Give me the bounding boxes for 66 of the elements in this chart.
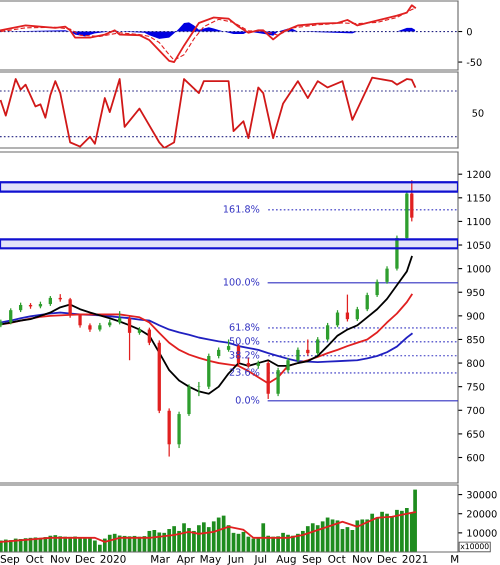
candlestick (128, 316, 132, 361)
y-tick-label: 0 (466, 28, 472, 36)
y-tick-label: 800 (466, 360, 484, 367)
y-tick-label: 1100 (467, 218, 490, 226)
y-tick-label: 600 (467, 454, 484, 462)
annotation: 61.8% (230, 323, 260, 331)
x-tick-label: 2021 (402, 554, 428, 563)
candlestick (326, 322, 330, 342)
x-tick-label: Sep (302, 554, 322, 565)
x-tick-label: Mar (151, 555, 170, 563)
candlestick (217, 346, 220, 359)
annotation: 50.0% (230, 337, 260, 345)
x-tick-label: Jun (227, 555, 244, 565)
candlestick (276, 367, 280, 397)
x-tick-label: Dec (378, 555, 396, 563)
x-tick-label: Apr (176, 555, 195, 565)
y-tick-label: 30000 (467, 491, 497, 498)
candlestick (118, 310, 122, 325)
candlestick (316, 336, 320, 356)
x-tick-label: Sep (0, 554, 20, 565)
line-series (0, 511, 416, 543)
y-tick-label: 700 (467, 406, 484, 414)
candlestick (385, 266, 389, 284)
candlestick (9, 308, 12, 325)
x-tick-label: Oct (328, 554, 346, 563)
x-tick-label: M (451, 555, 458, 563)
x-tick-label: Dec (76, 555, 94, 563)
y-tick-label: 900 (466, 312, 484, 320)
line-series (0, 256, 413, 395)
text: 50 (472, 109, 484, 117)
annotation: 100.0% (224, 278, 260, 286)
y-tick-label: 20000 (467, 510, 497, 518)
bar (413, 490, 417, 552)
x-tick-label: 2020 (100, 554, 126, 563)
x-tick-label: Nov (353, 555, 372, 563)
annotation: 161.8% (224, 205, 260, 213)
candlestick (18, 302, 22, 313)
y-tick-label: -50 (466, 58, 482, 66)
candlestick (48, 295, 52, 307)
y-tick-label: 1150 (467, 194, 490, 202)
x-tick-label: Oct (26, 554, 44, 563)
candlestick (78, 312, 82, 328)
candlestick (366, 292, 369, 312)
y-tick-label: 750 (467, 383, 484, 391)
annotation: 0.0% (236, 396, 260, 404)
candlestick (356, 306, 359, 322)
y-tick-label: 1050 (467, 242, 490, 249)
x-tick-label: May (200, 555, 221, 565)
x-tick-label: Jul (254, 554, 266, 565)
candlestick (226, 338, 230, 352)
y-tick-label: 1200 (467, 170, 490, 178)
x-tick-label: Aug (276, 555, 296, 565)
candlestick (375, 278, 379, 298)
y-tick-label: 650 (467, 430, 484, 438)
y-tick-label: 1000 (467, 265, 490, 272)
candlestick (58, 294, 62, 302)
y-tick-label: 850 (466, 336, 484, 344)
candlestick (148, 327, 152, 346)
y-tick-label: 10000 (467, 529, 497, 537)
candlestick (346, 294, 350, 322)
candlestick (306, 338, 310, 356)
y-tick-label: 950 (466, 288, 484, 296)
x-tick-label: Nov (51, 555, 70, 563)
candlestick (336, 310, 340, 328)
candlestick (68, 297, 72, 318)
candlestick (286, 357, 290, 374)
